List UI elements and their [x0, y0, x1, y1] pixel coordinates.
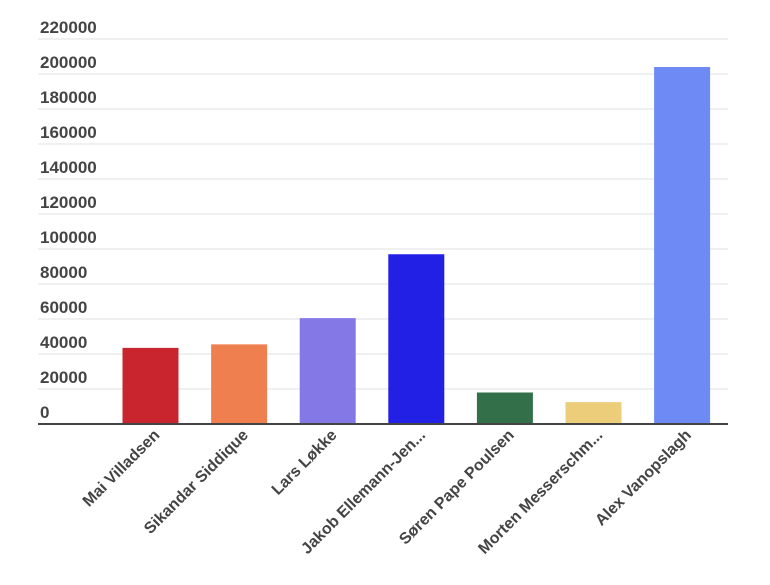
bar [211, 344, 268, 424]
y-tick-label: 160000 [40, 123, 97, 142]
bar [476, 392, 533, 424]
grid-layer [38, 38, 728, 390]
y-tick-label: 0 [40, 403, 49, 422]
y-tick-label: 180000 [40, 88, 97, 107]
bars [122, 67, 711, 424]
x-category-label: Mai Villadsen [80, 427, 163, 510]
y-tick-label: 120000 [40, 193, 97, 212]
bar [565, 402, 622, 424]
y-tick-label: 140000 [40, 158, 97, 177]
x-category-label: Lars Løkke [269, 427, 341, 499]
y-tick-label: 20000 [40, 368, 87, 387]
bar [654, 67, 711, 424]
y-tick-label: 220000 [40, 18, 97, 37]
y-tick-label: 80000 [40, 263, 87, 282]
y-tick-label: 40000 [40, 333, 87, 352]
y-tick-label: 100000 [40, 228, 97, 247]
bar [388, 254, 445, 424]
x-category-label: Alex Vanopslagh [592, 427, 695, 530]
bar [122, 347, 179, 424]
bar [299, 318, 356, 424]
y-tick-label: 60000 [40, 298, 87, 317]
y-axis-tick-labels: 0 20000 40000 60000 80000 100000 120000 140000 1… [40, 18, 97, 422]
y-tick-label: 200000 [40, 53, 97, 72]
